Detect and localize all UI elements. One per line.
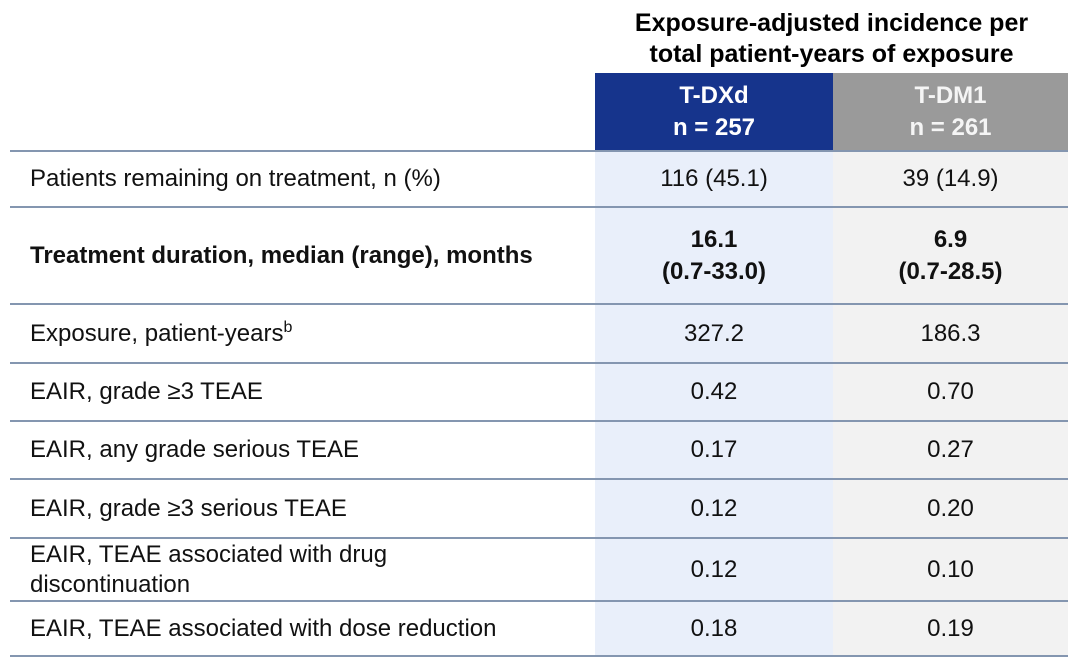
tdm1-value-cell: 0.10	[833, 537, 1068, 600]
tdm1-value-cell: 186.3	[833, 303, 1068, 362]
tdxd-value-cell: 0.42	[595, 362, 833, 420]
tdm1-value-cell: 6.9 (0.7-28.5)	[833, 206, 1068, 303]
table-row: EAIR, any grade serious TEAE 0.17 0.27	[10, 420, 1068, 478]
tdm1-value-cell: 0.70	[833, 362, 1068, 420]
tdxd-value-cell: 327.2	[595, 303, 833, 362]
column-header-tdxd: T-DXd n = 257	[595, 73, 833, 150]
column-header-row: T-DXd n = 257 T-DM1 n = 261	[10, 73, 1068, 150]
tdm1-value-cell: 0.19	[833, 600, 1068, 657]
row-label-text: Exposure, patient-years	[30, 319, 284, 347]
tdxd-value-cell: 0.18	[595, 600, 833, 657]
tdm1-value-cell: 39 (14.9)	[833, 150, 1068, 206]
tdxd-value-cell: 0.12	[595, 537, 833, 600]
tdxd-value-cell: 0.17	[595, 420, 833, 478]
table-title: Exposure-adjusted incidence per total pa…	[634, 9, 1029, 68]
row-label: EAIR, grade ≥3 TEAE	[10, 362, 595, 420]
row-label: EAIR, grade ≥3 serious TEAE	[10, 478, 595, 537]
table-row: Patients remaining on treatment, n (%) 1…	[10, 150, 1068, 206]
table-row: EAIR, grade ≥3 TEAE 0.42 0.70	[10, 362, 1068, 420]
footnote-marker: b	[283, 318, 293, 336]
header-spacer-cell	[10, 73, 595, 150]
row-label: Treatment duration, median (range), mont…	[10, 206, 595, 303]
tdxd-value-cell: 16.1 (0.7-33.0)	[595, 206, 833, 303]
safety-summary-table: T-DXd n = 257 T-DM1 n = 261 Patients rem…	[10, 73, 1068, 657]
table-row: Exposure, patient-yearsb 327.2 186.3	[10, 303, 1068, 362]
table-row: EAIR, TEAE associated with drug disconti…	[10, 537, 1068, 600]
tdxd-value-cell: 116 (45.1)	[595, 150, 833, 206]
row-label: EAIR, TEAE associated with dose reductio…	[10, 600, 595, 657]
table-row: Treatment duration, median (range), mont…	[10, 206, 1068, 303]
table-row: EAIR, TEAE associated with dose reductio…	[10, 600, 1068, 657]
row-label: Patients remaining on treatment, n (%)	[10, 150, 595, 206]
tdxd-value-cell: 0.12	[595, 478, 833, 537]
table-row: EAIR, grade ≥3 serious TEAE 0.12 0.20	[10, 478, 1068, 537]
row-label: EAIR, TEAE associated with drug disconti…	[10, 537, 595, 600]
row-label: Exposure, patient-yearsb	[10, 303, 595, 362]
row-label: EAIR, any grade serious TEAE	[10, 420, 595, 478]
column-header-tdm1: T-DM1 n = 261	[833, 73, 1068, 150]
tdm1-value-cell: 0.20	[833, 478, 1068, 537]
tdm1-value-cell: 0.27	[833, 420, 1068, 478]
